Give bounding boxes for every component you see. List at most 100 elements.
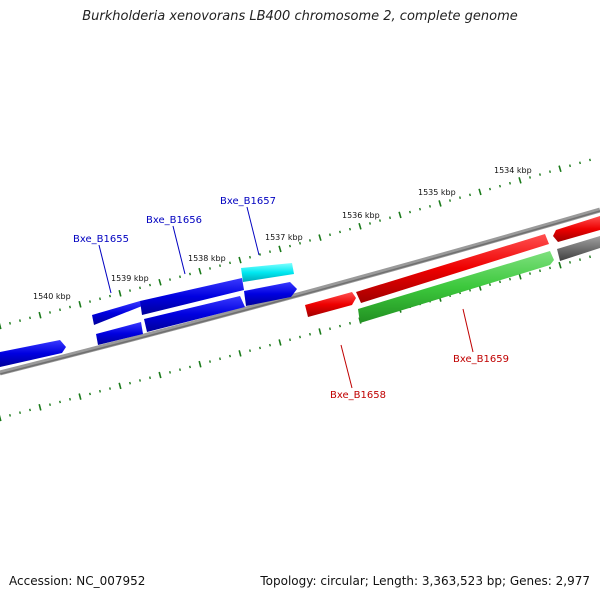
outer-ruler-tick [169,278,171,281]
outer-ruler-tick [509,181,511,185]
outer-ruler-tick [329,233,331,237]
inner-ruler-tick [9,414,11,417]
inner-ruler-tick [329,327,331,331]
gene-blue-reverse-left[interactable] [0,340,66,367]
inner-ruler-tick [219,357,221,361]
outer-ruler-tick [529,176,531,179]
leader-b1658 [340,344,353,389]
outer-ruler-tick [278,245,282,253]
outer-ruler-tick [539,173,541,176]
outer-ruler-tick [358,222,362,230]
gene-red-forward-long[interactable] [356,234,549,303]
outer-ruler-tick [0,322,2,330]
gene-label-b1658[interactable]: Bxe_B1658 [330,390,386,401]
outer-ruler-tick [238,256,242,264]
outer-ruler-tick [398,211,402,219]
outer-ruler-tick [129,289,131,292]
outer-ruler-tick [478,188,482,196]
outer-ruler-tick [429,205,431,208]
gene-red-forward-right[interactable] [553,216,600,242]
inner-ruler-tick [558,261,562,269]
inner-ruler-tick [269,343,271,347]
gene-blue-forward-b[interactable] [244,282,297,306]
outer-ruler-tick [518,177,522,184]
inner-ruler-tick [158,371,162,379]
inner-ruler-tick [129,381,131,385]
inner-ruler-tick [238,350,242,357]
inner-ruler-tick [19,411,21,414]
inner-ruler-tick [169,371,171,374]
inner-ruler-tick [109,387,111,390]
gene-b1655-arrow[interactable] [92,301,142,325]
outer-ruler-tick [309,239,311,242]
outer-ruler-tick [379,219,381,222]
ruler-label-1540: 1540 kbp [33,292,71,301]
outer-ruler-tick [38,311,42,319]
outer-ruler-tick [469,193,471,197]
outer-ruler-tick [339,230,341,234]
inner-ruler-tick [189,365,191,369]
genome-summary-text: Topology: circular; Length: 3,363,523 bp… [260,574,590,588]
outer-ruler-tick [389,216,391,220]
inner-ruler-tick [229,354,231,358]
inner-ruler-tick [59,400,61,404]
outer-ruler-tick [179,275,181,279]
ruler-label-1534: 1534 kbp [494,166,532,175]
gene-b1658-arrow[interactable] [305,292,356,317]
inner-ruler-tick [509,277,511,281]
outer-ruler-ticks [0,158,591,330]
outer-ruler-tick [189,272,191,276]
inner-ruler-tick [49,403,51,406]
inner-ruler-tick [69,397,71,401]
inner-ruler-tick [78,393,82,400]
outer-ruler-tick [438,200,442,207]
outer-ruler-tick [229,261,231,265]
outer-ruler-tick [459,196,461,199]
outer-ruler-tick [579,161,581,165]
outer-ruler-tick [419,207,421,211]
inner-ruler-tick [339,324,341,328]
ruler-label-1538: 1538 kbp [188,254,226,263]
outer-ruler-tick [69,305,71,309]
outer-ruler-tick [109,294,111,298]
inner-ruler-tick [198,360,202,368]
outer-ruler-tick [569,164,571,168]
inner-ruler-tick [89,392,91,396]
outer-ruler-tick [219,264,221,267]
inner-ruler-tick [99,389,101,393]
leader-b1655 [98,244,112,294]
gene-label-b1656[interactable]: Bxe_B1656 [146,215,202,226]
gene-blue-reverse-a[interactable] [96,322,143,345]
outer-ruler-tick [59,308,61,312]
gene-blue-reverse-b[interactable] [144,296,245,332]
inner-ruler-tick [278,339,282,346]
inner-ruler-tick [589,255,591,259]
inner-ruler-tick [349,321,351,325]
inner-ruler-tick [209,360,211,363]
outer-ruler-tick [118,290,122,297]
gene-b1659-arrow[interactable] [358,251,554,323]
backbone-line-shade [0,210,600,375]
inner-ruler-tick [259,346,261,350]
inner-ruler-tick [489,283,491,286]
gene-label-b1659[interactable]: Bxe_B1659 [453,354,509,365]
map-title: Burkholderia xenovorans LB400 chromosome… [82,9,518,24]
backbone-line [0,207,600,376]
outer-ruler-tick [89,300,91,303]
outer-ruler-tick [139,286,141,290]
outer-ruler-tick [9,321,11,325]
gene-label-b1657[interactable]: Bxe_B1657 [220,196,276,207]
gene-gray-reverse[interactable] [557,236,600,261]
gene-label-b1655[interactable]: Bxe_B1655 [73,234,129,245]
outer-ruler-tick [318,234,322,241]
outer-ruler-tick [449,199,451,202]
inner-ruler-tick [569,261,571,264]
inner-ruler-tick [469,288,471,292]
outer-ruler-tick [19,319,21,322]
leader-b1659 [462,308,474,353]
outer-ruler-tick [99,297,101,301]
gene-b1657-arrow[interactable] [241,263,294,282]
outer-ruler-tick [499,184,501,188]
gene-b1656-arrow[interactable] [140,278,244,315]
